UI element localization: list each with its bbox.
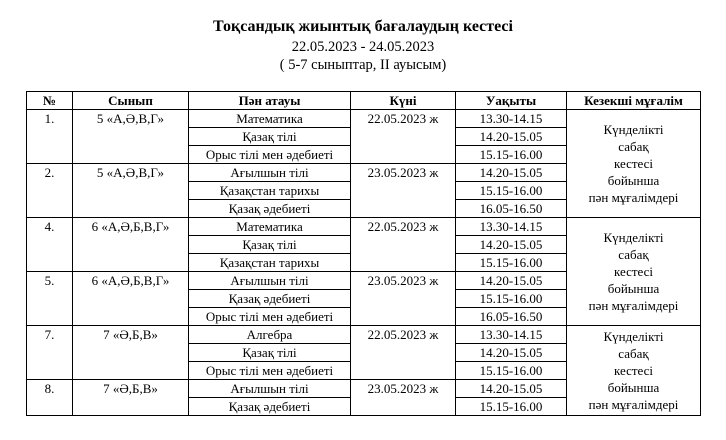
time-cell: 14.20-15.05	[455, 271, 567, 290]
col-header-duty-teacher: Кезекші мұғалім	[566, 91, 701, 110]
subtitle: ( 5-7 сыныптар, II ауысым)	[279, 57, 447, 73]
subject-cell: Алгебра	[188, 325, 351, 344]
subject-cell: Қазақ тілі	[188, 235, 351, 254]
class-cell: 6 «А,Ә,Б,В,Г»	[72, 217, 189, 272]
col-header-time: Уақыты	[455, 91, 567, 110]
duty-teacher-cell: Күнделікті сабақ кестесі бойынша пән мұғ…	[566, 217, 701, 326]
row-number-cell: 4.	[26, 217, 73, 272]
time-cell: 15.15-16.00	[455, 253, 567, 272]
time-cell: 13.30-14.15	[455, 217, 567, 236]
class-cell: 7 «Ә,Б,В»	[72, 325, 189, 380]
subject-cell: Қазақстан тарихы	[188, 181, 351, 200]
table-row: Қазақ әдебиеті 15.15-16.00	[27, 397, 701, 416]
subject-cell: Орыс тілі мен әдебиеті	[188, 307, 351, 326]
table-row: Қазақстан тарихы 15.15-16.00	[27, 181, 701, 200]
col-header-no: №	[26, 91, 73, 110]
time-cell: 15.15-16.00	[455, 289, 567, 308]
date-cell: 23.05.2023 ж	[350, 379, 456, 416]
duty-teacher-cell: Күнделікті сабақ кестесі бойынша пән мұғ…	[566, 109, 701, 218]
time-cell: 14.20-15.05	[455, 163, 567, 182]
subject-cell: Қазақ әдебиеті	[188, 397, 351, 416]
time-cell: 14.20-15.05	[455, 379, 567, 398]
document-header: Тоқсандық жиынтық бағалаудың кестесі 22.…	[0, 0, 726, 74]
time-cell: 14.20-15.05	[455, 127, 567, 146]
subject-cell: Орыс тілі мен әдебиеті	[188, 145, 351, 164]
table-row: Қазақ тілі 14.20-15.05	[27, 343, 701, 362]
subject-cell: Орыс тілі мен әдебиеті	[188, 361, 351, 380]
time-cell: 15.15-16.00	[455, 361, 567, 380]
duty-teacher-cell: Күнделікті сабақ кестесі бойынша пән мұғ…	[566, 325, 701, 416]
class-cell: 6 «А,Ә,Б,В,Г»	[72, 271, 189, 326]
subject-cell: Қазақ тілі	[188, 343, 351, 362]
subject-cell: Математика	[188, 217, 351, 236]
header-row: № Сынып Пән атауы Күні Уақыты Кезекші мұ…	[26, 91, 701, 110]
date-cell: 23.05.2023 ж	[350, 271, 456, 326]
row-number-cell: 7.	[26, 325, 73, 380]
subject-cell: Қазақ әдебиеті	[188, 199, 351, 218]
time-cell: 15.15-16.00	[455, 181, 567, 200]
date-cell: 22.05.2023 ж	[350, 217, 456, 272]
page-title: Тоқсандық жиынтық бағалаудың кестесі	[213, 18, 513, 35]
time-cell: 16.05-16.50	[455, 307, 567, 326]
table-row: 5. 6 «А,Ә,Б,В,Г» Ағылшын тілі 23.05.2023…	[26, 271, 701, 326]
time-cell: 15.15-16.00	[455, 145, 567, 164]
subject-cell: Қазақстан тарихы	[188, 253, 351, 272]
table-row: Қазақ әдебиеті 16.05-16.50	[27, 199, 701, 218]
time-cell: 14.20-15.05	[455, 343, 567, 362]
time-cell: 13.30-14.15	[455, 325, 567, 344]
date-cell: 22.05.2023 ж	[350, 325, 456, 380]
subject-cell: Қазақ тілі	[188, 127, 351, 146]
col-header-date: Күні	[350, 91, 456, 110]
date-cell: 22.05.2023 ж	[350, 109, 456, 164]
row-number-cell: 5.	[26, 271, 73, 326]
table-row: Орыс тілі мен әдебиеті 16.05-16.50	[27, 307, 701, 326]
row-number-cell: 8.	[26, 379, 73, 416]
subject-cell: Ағылшын тілі	[188, 271, 351, 290]
class-cell: 5 «А,Ә,В,Г»	[72, 163, 189, 218]
time-cell: 14.20-15.05	[455, 235, 567, 254]
class-cell: 5 «А,Ә,В,Г»	[72, 109, 189, 164]
table-row: Қазақстан тарихы 15.15-16.00	[27, 253, 701, 272]
time-cell: 13.30-14.15	[455, 109, 567, 128]
table-row: 8. 7 «Ә,Б,В» Ағылшын тілі 23.05.2023 ж 1…	[26, 379, 701, 416]
schedule-table: № Сынып Пән атауы Күні Уақыты Кезекші мұ…	[26, 91, 701, 416]
subject-cell: Қазақ әдебиеті	[188, 289, 351, 308]
date-range: 22.05.2023 - 24.05.2023	[291, 39, 435, 55]
row-number-cell: 1.	[26, 109, 73, 164]
table-row: 2. 5 «А,Ә,В,Г» Ағылшын тілі 23.05.2023 ж…	[26, 163, 701, 218]
time-cell: 15.15-16.00	[455, 397, 567, 416]
subject-cell: Ағылшын тілі	[188, 163, 351, 182]
col-header-subject: Пән атауы	[188, 91, 351, 110]
time-cell: 16.05-16.50	[455, 199, 567, 218]
row-number-cell: 2.	[26, 163, 73, 218]
table-row: 1. 5 «А,Ә,В,Г» Математика 22.05.2023 ж 1…	[26, 109, 701, 218]
table-row: 4. 6 «А,Ә,Б,В,Г» Математика 22.05.2023 ж…	[26, 217, 701, 326]
subject-cell: Ағылшын тілі	[188, 379, 351, 398]
class-cell: 7 «Ә,Б,В»	[72, 379, 189, 416]
date-cell: 23.05.2023 ж	[350, 163, 456, 218]
table-row: Орыс тілі мен әдебиеті 15.15-16.00	[27, 361, 701, 380]
col-header-class: Сынып	[72, 91, 189, 110]
table-row: 7. 7 «Ә,Б,В» Алгебра 22.05.2023 ж 13.30-…	[26, 325, 701, 416]
subject-cell: Математика	[188, 109, 351, 128]
